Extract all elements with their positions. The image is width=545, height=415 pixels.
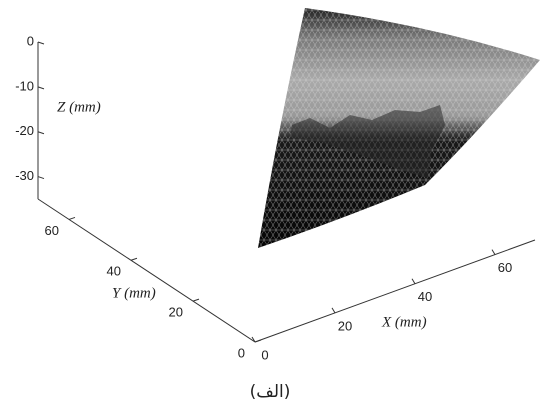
- x-tick-label: 40: [418, 289, 432, 304]
- z-tick-label: -30: [15, 168, 34, 183]
- z-tick: [37, 176, 45, 180]
- z-tick-label: -20: [15, 123, 34, 138]
- x-tick-label: 20: [338, 318, 352, 333]
- z-tick-label: 0: [27, 33, 34, 48]
- z-axis-label: Z (mm): [57, 99, 101, 115]
- y-tick-label: 60: [45, 223, 59, 238]
- x-tick: [411, 278, 416, 284]
- x-tick: [331, 307, 336, 314]
- y-tick: [130, 257, 138, 261]
- x-tick-label: 0: [261, 347, 268, 362]
- surface: [258, 8, 540, 248]
- y-tick: [68, 216, 76, 220]
- y-tick-label: 0: [238, 345, 245, 360]
- z-tick: [37, 41, 45, 45]
- surface-band: [290, 105, 445, 178]
- y-tick: [192, 298, 200, 302]
- x-tick-label: 60: [498, 260, 512, 275]
- y-tick-label: 20: [169, 305, 183, 320]
- x-tick: [491, 249, 496, 255]
- x-tick: [251, 336, 256, 343]
- y-tick-label: 40: [107, 264, 121, 279]
- z-tick: [37, 86, 45, 90]
- x-axis-label: X (mm): [381, 314, 427, 330]
- z-tick-label: -10: [15, 78, 34, 93]
- y-tick: [254, 339, 262, 343]
- z-tick: [37, 131, 45, 135]
- x-axis: [254, 239, 536, 343]
- y-axis: [37, 198, 256, 343]
- y-axis-label: Y (mm): [112, 285, 156, 301]
- caption: (الف): [250, 382, 291, 402]
